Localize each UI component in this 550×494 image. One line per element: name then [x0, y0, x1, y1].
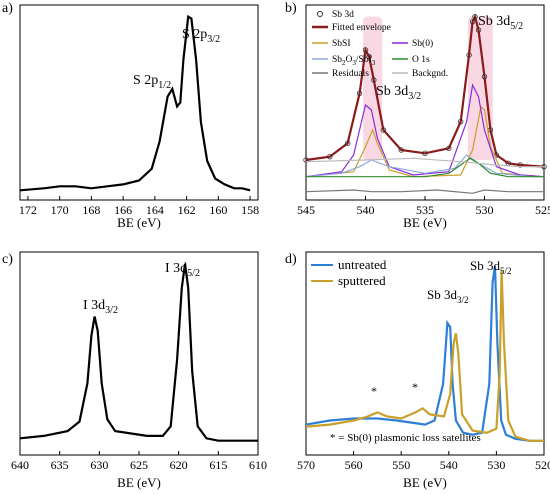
panel-c: c) 640 635 630 625 620 615 610 BE (eV) I 3d5/2… — [2, 251, 267, 490]
panel-b-sb3d-point-8 — [398, 147, 404, 153]
panel-b-sb3d-point-15 — [475, 27, 482, 33]
panel-a-xtick-label-4: 164 — [146, 203, 164, 217]
panel-b-sb3d-point-3 — [356, 90, 363, 97]
panel-d-series-untreated — [305, 266, 544, 442]
panel-c-series-0 — [19, 263, 258, 442]
panel-c-xtick-label-4: 620 — [170, 458, 188, 472]
panel-b-sb3d-point-9 — [422, 150, 428, 157]
panel-b-sb3d-point-5 — [366, 53, 372, 60]
panel-d-satellite-star-2: * — [412, 380, 418, 394]
panel-c-frame — [19, 251, 259, 456]
panel-b-xlabel: BE (eV) — [403, 215, 447, 230]
panel-a-xtick-label-5: 162 — [178, 203, 196, 217]
panel-b-sb3d-point-12 — [466, 52, 472, 58]
panel-d-xtick-label-3: 540 — [440, 458, 458, 472]
panel-d-frame — [305, 251, 545, 456]
panel-c-xtick-label-5: 615 — [209, 458, 227, 472]
panel-b-sb3d-point-2 — [344, 140, 351, 147]
panel-b-peak-sb3d52-label: Sb 3d5/2 — [478, 14, 523, 32]
panel-d-legend-label-1: sputtered — [338, 273, 386, 288]
panel-b-series-o-1s — [306, 157, 544, 178]
panel-b-peak-sb3d32-label: Sb 3d3/2 — [376, 84, 421, 102]
panel-a-xtick-label-7: 158 — [241, 203, 259, 217]
panel-b-xtick-label-3: 530 — [476, 203, 494, 217]
panel-b-label: b) — [285, 1, 297, 16]
panel-b-xtick-label-1: 540 — [357, 203, 375, 217]
panel-d-series-sputtered — [305, 270, 544, 442]
panel-b-legend-marker-0 — [317, 11, 323, 17]
panel-d-xtick-label-2: 550 — [392, 458, 410, 472]
panel-b-series-backgnd- — [305, 157, 544, 168]
panel-b-sb3d-point-4 — [362, 47, 369, 53]
panel-a-xlabel: BE (eV) — [117, 215, 161, 230]
panel-b-legend-label-3: Sb(0) — [412, 38, 433, 49]
panel-b-series-fitted-envelope — [305, 13, 545, 168]
panel-b-sb3d-point-11 — [458, 118, 464, 125]
panel-b-legend-label-1: Fitted envelope — [332, 23, 391, 33]
panel-d-satellite-note: * = Sb(0) plasmonic loss satellites — [330, 432, 481, 444]
panel-a-xtick-label-1: 170 — [51, 203, 69, 217]
panel-b-sb3d-point-1 — [327, 153, 333, 160]
panel-a: a) 172 170 168 166 164 162 160 158 BE (eV) S 2p… — [2, 1, 259, 230]
panel-c-xtick-label-6: 610 — [249, 458, 267, 472]
panel-b-legend-label-2: SbSI — [332, 39, 350, 49]
panel-a-xtick-label-3: 166 — [114, 203, 132, 217]
panel-a-series-0 — [19, 14, 251, 192]
panel-b-series-sbsi — [305, 105, 545, 178]
panel-b-xtick-label-2: 535 — [416, 203, 434, 217]
panel-b-legend-label-4: Sb2O3/SbI3 — [332, 55, 376, 67]
panel-c-xtick-label-3: 625 — [130, 458, 148, 472]
panel-b-legend-label-7: Backgnd. — [412, 69, 448, 79]
panel-d-satellite-star-1: * — [371, 384, 377, 398]
panel-d: d) 570 560 550 540 530 520 untreatedsputtered… — [285, 251, 550, 490]
panel-c-xtick-label-1: 635 — [51, 458, 69, 472]
panel-c-xtick-label-2: 630 — [90, 458, 108, 472]
panel-b-sb3d-point-6 — [371, 77, 377, 83]
panel-b-sb3d-point-14 — [472, 13, 478, 20]
panel-b-sb3d-point-13 — [469, 18, 476, 25]
panel-b-series-sb2o3-sbi3 — [305, 154, 544, 178]
panel-b-legend-label-0: Sb 3d — [332, 10, 354, 20]
panel-d-xtick-label-0: 570 — [297, 458, 315, 472]
panel-c-xtick-label-0: 640 — [11, 458, 29, 472]
panel-b-legend-label-6: Residuals — [332, 69, 369, 79]
panel-d-peak-sb3d32-label: Sb 3d3/2 — [427, 287, 469, 305]
panel-d-xlabel: BE (eV) — [403, 475, 447, 490]
panel-b-sb3d-point-16 — [481, 73, 488, 80]
panel-c-label: c) — [2, 252, 13, 267]
panel-a-xtick-label-0: 172 — [19, 203, 37, 217]
panel-a-xtick-label-6: 160 — [209, 203, 227, 217]
panel-a-peak-s2p32-label: S 2p3/2 — [182, 27, 220, 45]
panel-b-xtick-label-4: 525 — [535, 203, 550, 217]
panel-d-label: d) — [285, 252, 297, 267]
panel-d-legend-label-0: untreated — [338, 257, 387, 272]
panel-d-peak-sb3d52-label: Sb 3d5/2 — [470, 258, 512, 276]
panel-b-series-residuals — [305, 189, 544, 194]
panel-b-legend-label-5: O 1s — [412, 55, 430, 65]
panel-c-peak-i3d52-label: I 3d5/2 — [165, 261, 200, 279]
panel-a-label: a) — [2, 1, 13, 16]
panel-b: b) 545 540 535 530 525 Sb 3d Fitted envelope S… — [285, 1, 550, 230]
panel-a-frame — [19, 4, 259, 201]
panel-b-sb3d-point-7 — [380, 127, 387, 133]
panel-a-xtick-label-2: 168 — [82, 203, 100, 217]
panel-d-xtick-label-1: 560 — [345, 458, 363, 472]
panel-b-sb3d-point-0 — [303, 157, 309, 163]
panel-c-peak-i3d32-label: I 3d3/2 — [83, 298, 118, 316]
panel-b-sb3d-point-10 — [446, 145, 452, 152]
panel-d-xtick-label-5: 520 — [535, 458, 550, 472]
panel-b-series-sb-0- — [305, 83, 545, 178]
panel-c-xlabel: BE (eV) — [117, 475, 161, 490]
panel-d-xtick-label-4: 530 — [487, 458, 505, 472]
panel-b-xtick-label-0: 545 — [297, 203, 315, 217]
panel-a-peak-s2p12-label: S 2p1/2 — [133, 73, 171, 91]
